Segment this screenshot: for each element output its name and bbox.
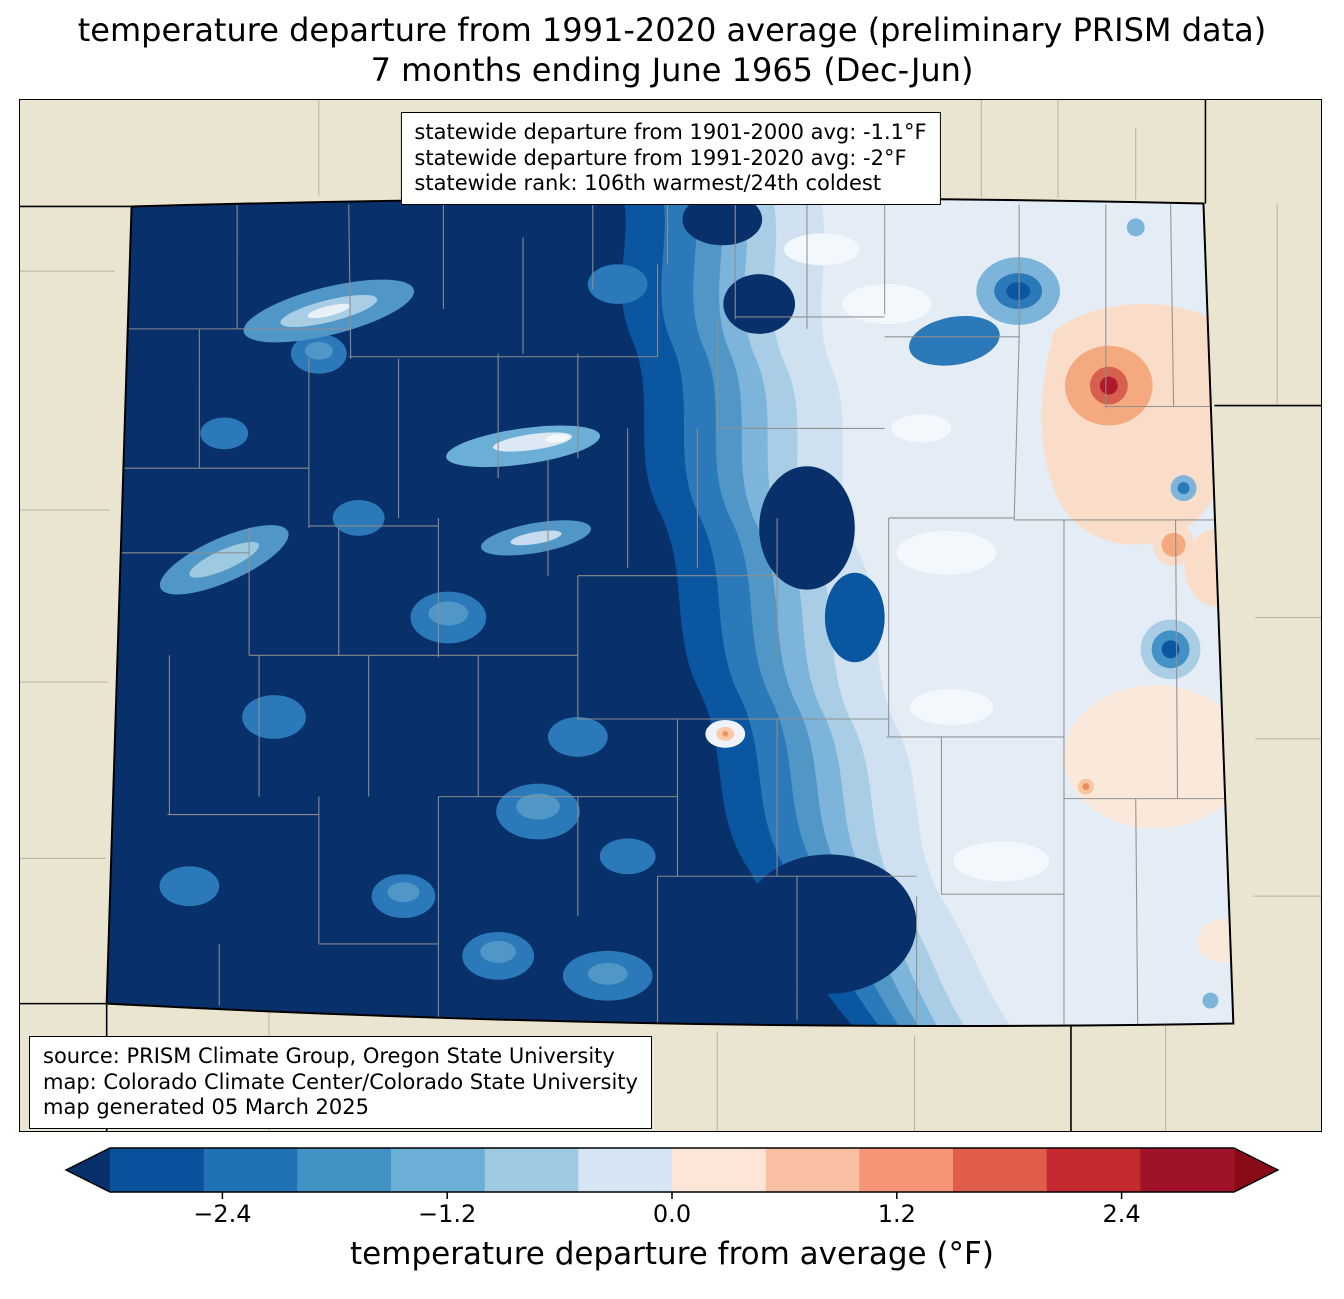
- source-line-3: map generated 05 March 2025: [43, 1095, 370, 1120]
- state-fill-layers: [106, 198, 1234, 1027]
- colorbar-tick-label: 1.2: [877, 1200, 916, 1228]
- colorbar-segment: [672, 1148, 767, 1192]
- stats-box: statewide departure from 1901-2000 avg: …: [400, 112, 941, 205]
- colorado-map-svg: [20, 100, 1321, 1131]
- stats-line-2: statewide departure from 1991-2020 avg: …: [414, 145, 907, 170]
- valley-streaks: [159, 279, 601, 595]
- colorbar-segment: [859, 1148, 954, 1192]
- colorbar-segment: [203, 1148, 298, 1192]
- figure-title: temperature departure from 1991-2020 ave…: [0, 10, 1344, 90]
- colorbar-outline: [64, 1147, 1280, 1193]
- plains-cold-spots: [909, 218, 1219, 1009]
- colorbar-tick-label: −1.2: [418, 1200, 477, 1228]
- stats-line-1: statewide departure from 1901-2000 avg: …: [414, 120, 927, 144]
- source-line-1: source: PRISM Climate Group, Oregon Stat…: [43, 1044, 615, 1068]
- source-line-2: map: Colorado Climate Center/Colorado St…: [43, 1069, 638, 1094]
- colorbar-segment: [1046, 1148, 1141, 1192]
- colorbar: [62, 1146, 1282, 1200]
- colorbar-segment: [110, 1148, 205, 1192]
- source-box: source: PRISM Climate Group, Oregon Stat…: [29, 1036, 652, 1129]
- stats-line-3: statewide rank: 106th warmest/24th colde…: [414, 171, 882, 196]
- neighbor-state-borders: [20, 100, 1321, 1131]
- colorbar-under-arrow: [66, 1148, 110, 1192]
- cold-bulges: [682, 198, 917, 994]
- colorbar-tickmarks: [221, 1192, 1123, 1199]
- county-lines: [107, 204, 1234, 1026]
- center-warm-spot: [705, 719, 746, 748]
- map-area: statewide departure from 1901-2000 avg: …: [19, 99, 1322, 1132]
- colorbar-label: temperature departure from average (°F): [350, 1236, 994, 1272]
- colorbar-segment: [484, 1148, 579, 1192]
- colorbar-segment: [953, 1148, 1048, 1192]
- title-line-1: temperature departure from 1991-2020 ave…: [77, 11, 1267, 49]
- colorbar-segments: [110, 1148, 1235, 1192]
- colorbar-ticks: −2.4 −1.2 0.0 1.2 2.4: [62, 1200, 1282, 1232]
- title-line-2: 7 months ending June 1965 (Dec-Jun): [370, 51, 974, 89]
- colorbar-segment: [391, 1148, 486, 1192]
- plains-light-patches: [784, 233, 1050, 882]
- colorbar-segment: [297, 1148, 392, 1192]
- colorbar-tick-label: −2.4: [193, 1200, 252, 1228]
- colorbar-svg: [64, 1147, 1280, 1199]
- colorbar-tick-label: 0.0: [652, 1200, 692, 1228]
- colorbar-tick-label: 2.4: [1102, 1200, 1141, 1228]
- colorbar-segment: [1140, 1148, 1235, 1192]
- colorbar-over-arrow: [1234, 1148, 1278, 1192]
- colorbar-segment: [765, 1148, 860, 1192]
- colorbar-segment: [578, 1148, 673, 1192]
